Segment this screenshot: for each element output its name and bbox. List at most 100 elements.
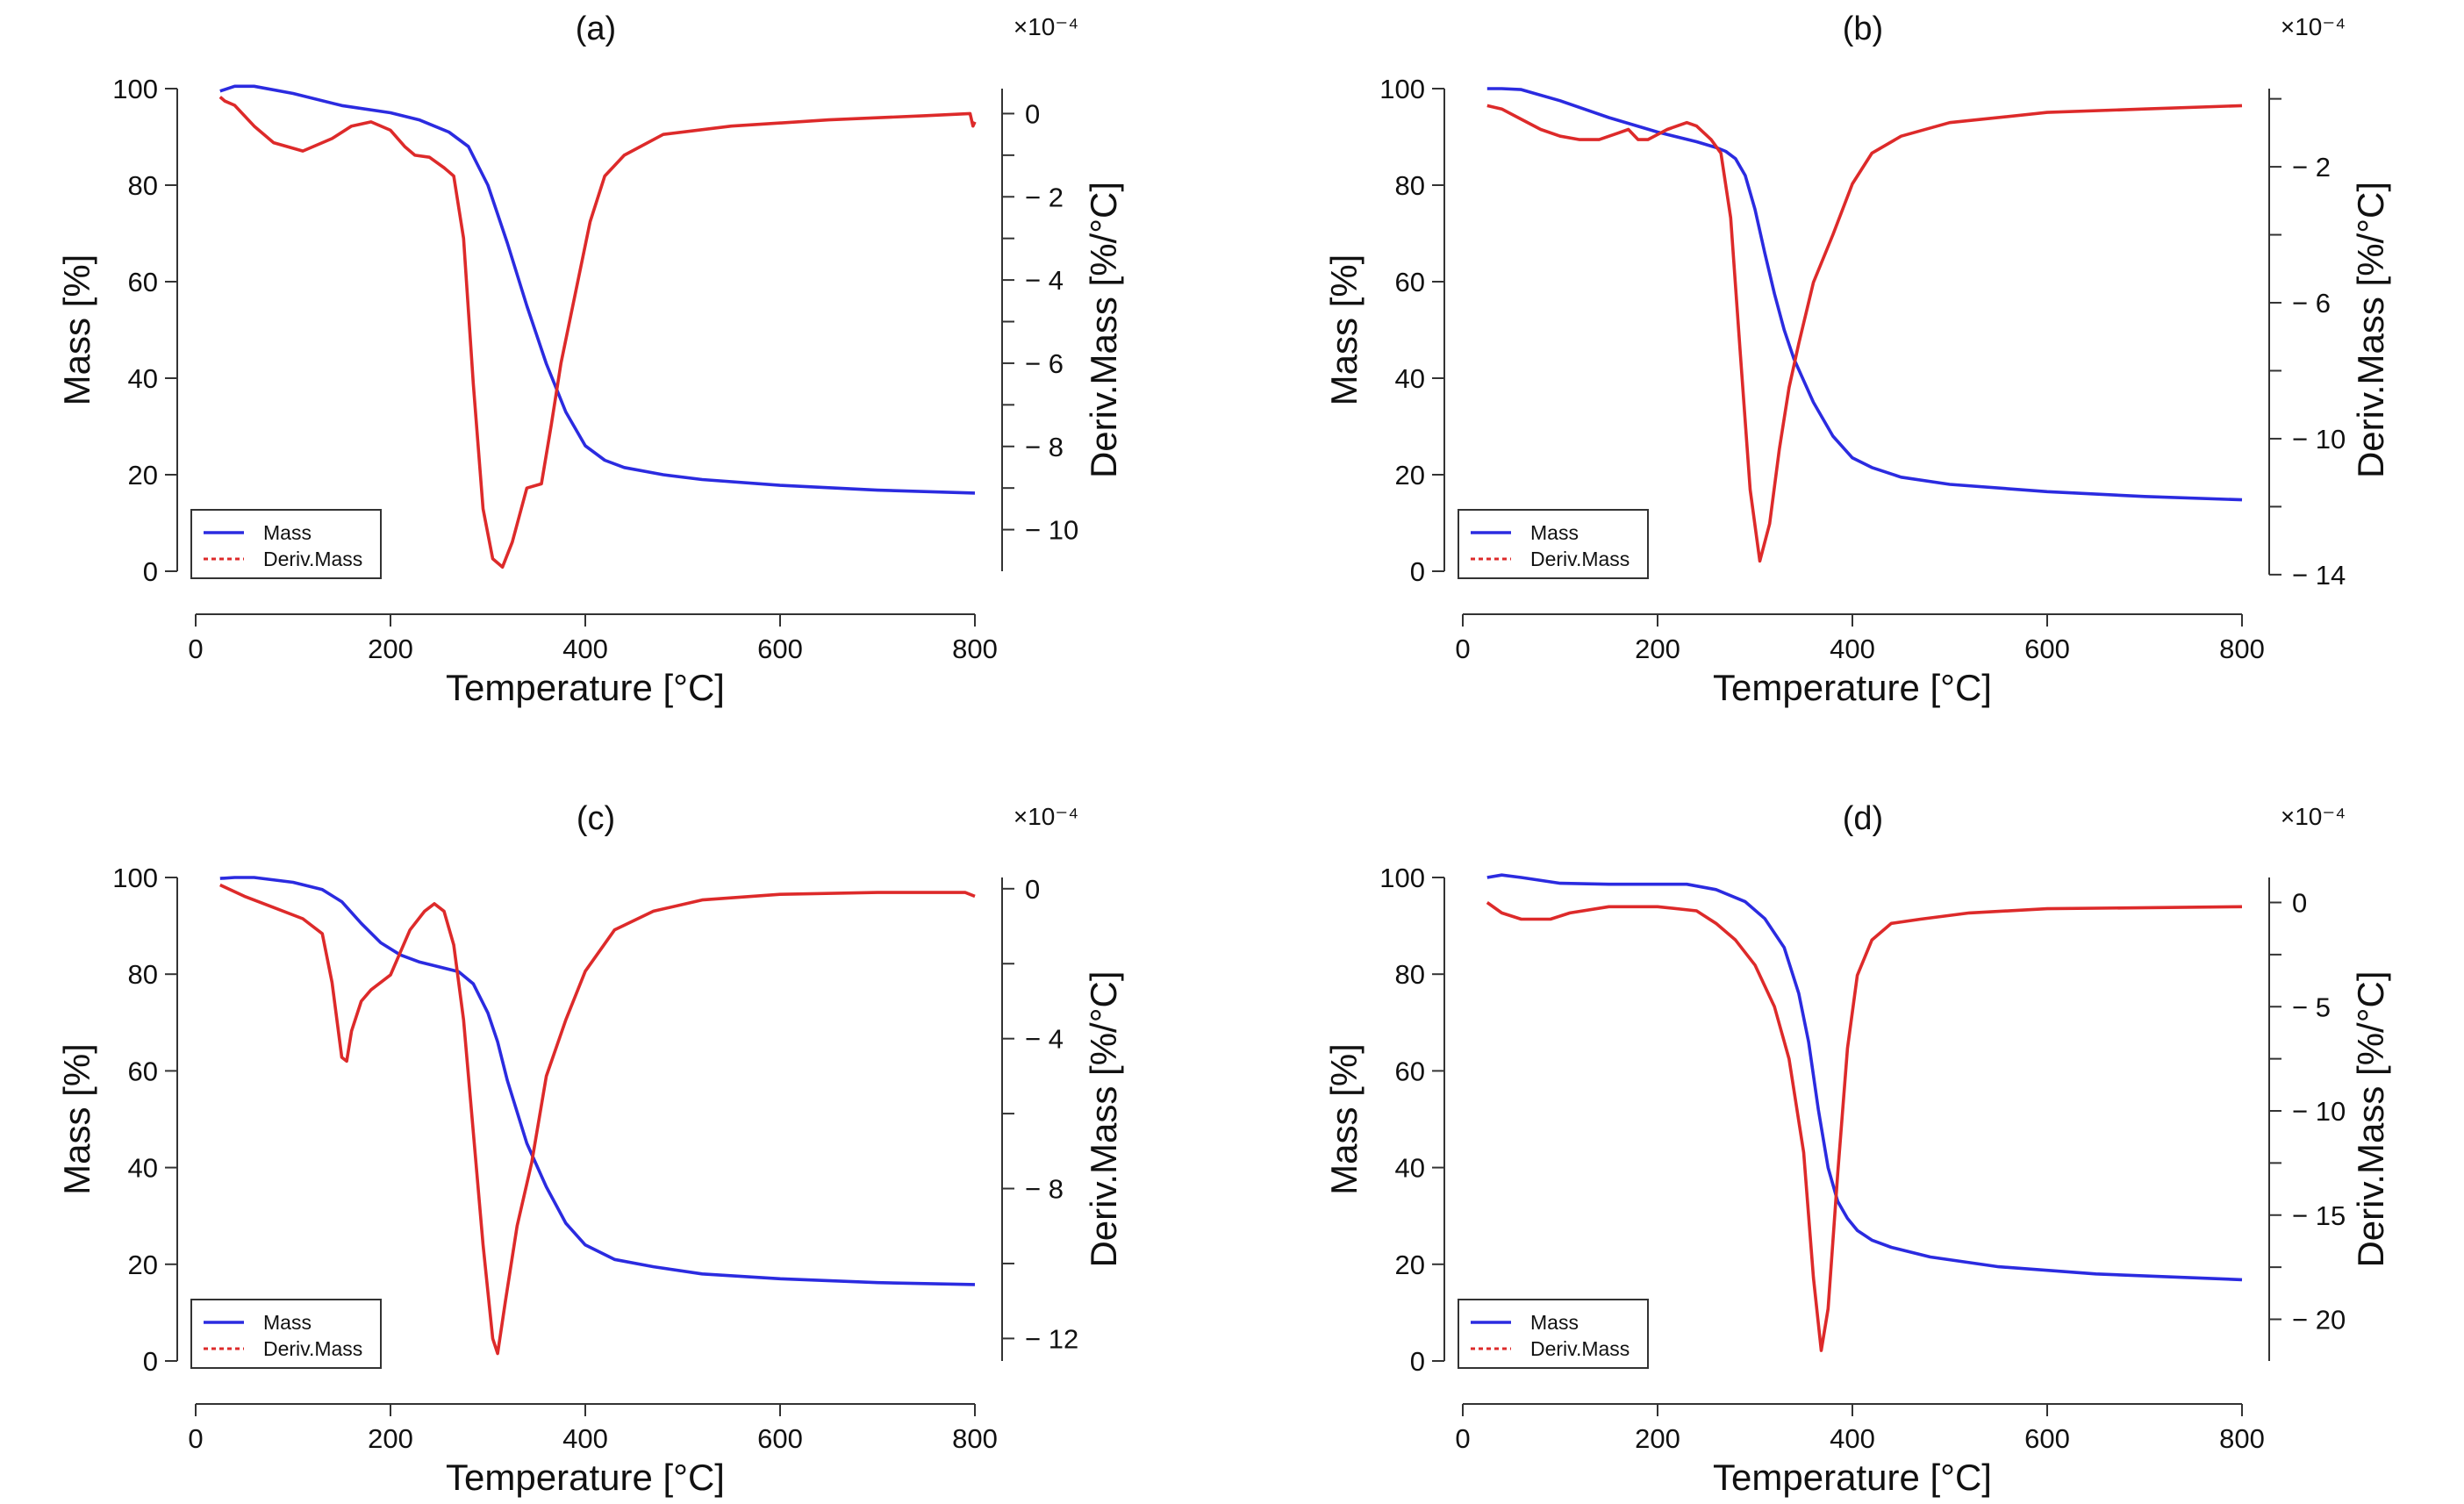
y-tick-label: 20 bbox=[1395, 1250, 1425, 1280]
chart-panel-b: (b) 0 20 40 60 80 100 0 200 400 600 800 − 2 − 6 − 10 − … bbox=[1323, 11, 2391, 708]
y2-multiplier-label: ×10⁻⁴ bbox=[1014, 13, 1078, 40]
deriv-mass-series-line bbox=[1486, 901, 2243, 1352]
mass-series-line bbox=[219, 84, 976, 495]
y-tick-label: 40 bbox=[128, 363, 158, 394]
mass-series-line bbox=[1486, 873, 2243, 1282]
y-tick-label: 80 bbox=[1395, 170, 1425, 201]
y-tick-label: 40 bbox=[1395, 1153, 1425, 1184]
y2-multiplier-label: ×10⁻⁴ bbox=[1014, 803, 1078, 830]
chart-panel-a: (a) 0 20 40 60 80 100 0 200 400 600 800 0 − 2 − 4 − 6 − … bbox=[56, 11, 1124, 708]
x-tick-label: 400 bbox=[562, 634, 608, 664]
chart-panel-c: (c) 0 20 40 60 80 100 0 200 400 600 800 0 − 4 − 8 − 12 ×… bbox=[56, 800, 1124, 1498]
y2-axis-title: Deriv.Mass [%/°C] bbox=[1083, 970, 1124, 1267]
legend-box bbox=[190, 509, 382, 579]
x-tick-label: 0 bbox=[188, 1423, 203, 1454]
y2-tick-label: − 14 bbox=[2292, 560, 2346, 591]
y2-tick-label: − 12 bbox=[1025, 1323, 1078, 1354]
x-tick-label: 600 bbox=[757, 634, 803, 664]
y2-tick-label: − 10 bbox=[1025, 515, 1078, 546]
y2-tick-label: − 2 bbox=[2292, 152, 2331, 183]
y2-tick-label: − 4 bbox=[1025, 265, 1064, 296]
legend: Mass Deriv.Mass bbox=[190, 509, 382, 579]
x-tick-label: 200 bbox=[1635, 1423, 1680, 1454]
x-tick-label: 800 bbox=[2219, 634, 2265, 664]
x-tick-label: 800 bbox=[2219, 1423, 2265, 1454]
mass-series-line bbox=[1486, 87, 2243, 502]
x-axis-title: Temperature [°C] bbox=[1713, 1457, 1992, 1498]
y2-tick-label: 0 bbox=[1025, 874, 1040, 905]
legend: Mass Deriv.Mass bbox=[1458, 1299, 1649, 1369]
y-axis-title: Mass [%] bbox=[1323, 1043, 1365, 1195]
y2-tick-label: − 5 bbox=[2292, 992, 2331, 1022]
y2-tick-label: − 20 bbox=[2292, 1305, 2346, 1336]
y-tick-label: 40 bbox=[1395, 363, 1425, 394]
y-tick-label: 40 bbox=[128, 1153, 158, 1184]
panel-title: (a) bbox=[576, 11, 616, 47]
y2-multiplier-label: ×10⁻⁴ bbox=[2281, 13, 2346, 40]
legend-deriv-label: Deriv.Mass bbox=[263, 1337, 362, 1360]
deriv-mass-series-line bbox=[218, 96, 977, 569]
x-axis-title: Temperature [°C] bbox=[1713, 667, 1992, 708]
y-tick-label: 60 bbox=[1395, 1056, 1425, 1086]
x-tick-label: 600 bbox=[757, 1423, 803, 1454]
deriv-mass-series-line bbox=[1486, 104, 2243, 563]
y2-tick-label: − 6 bbox=[2292, 288, 2331, 319]
y2-tick-label: 0 bbox=[2292, 888, 2307, 919]
y2-tick-label: − 6 bbox=[1025, 348, 1064, 379]
legend-box bbox=[190, 1299, 382, 1369]
y-axis-title: Mass [%] bbox=[56, 254, 97, 406]
y-axis-title: Mass [%] bbox=[56, 1043, 97, 1195]
y2-tick-label: − 8 bbox=[1025, 432, 1064, 462]
chart-panel-d: (d) 0 20 40 60 80 100 0 200 400 600 800 0 − 5 − 10 − 15… bbox=[1323, 800, 2391, 1498]
x-axis-title: Temperature [°C] bbox=[446, 667, 725, 708]
legend-mass-label: Mass bbox=[263, 521, 312, 544]
y2-tick-label: − 4 bbox=[1025, 1024, 1064, 1055]
x-tick-label: 400 bbox=[1830, 1423, 1875, 1454]
y-tick-label: 60 bbox=[1395, 267, 1425, 297]
legend-deriv-label: Deriv.Mass bbox=[1530, 548, 1630, 570]
x-tick-label: 800 bbox=[952, 1423, 998, 1454]
legend-box bbox=[1458, 509, 1649, 579]
legend-deriv-label: Deriv.Mass bbox=[1530, 1337, 1630, 1360]
y-tick-label: 80 bbox=[1395, 959, 1425, 990]
y-tick-label: 0 bbox=[1410, 1346, 1425, 1377]
y-tick-label: 100 bbox=[112, 74, 158, 104]
y2-axis-title: Deriv.Mass [%/°C] bbox=[2350, 182, 2391, 478]
x-tick-label: 800 bbox=[952, 634, 998, 664]
y2-multiplier-label: ×10⁻⁴ bbox=[2281, 803, 2346, 830]
y-tick-label: 60 bbox=[128, 1056, 158, 1086]
legend-deriv-label: Deriv.Mass bbox=[263, 548, 362, 570]
panel-title: (c) bbox=[577, 800, 615, 837]
legend-mass-label: Mass bbox=[1530, 1311, 1579, 1334]
y2-axis-title: Deriv.Mass [%/°C] bbox=[2350, 970, 2391, 1267]
legend-mass-label: Mass bbox=[263, 1311, 312, 1334]
x-tick-label: 200 bbox=[368, 634, 413, 664]
y2-axis-title: Deriv.Mass [%/°C] bbox=[1083, 182, 1124, 478]
panel-title: (b) bbox=[1843, 11, 1883, 47]
panel-title: (d) bbox=[1843, 800, 1883, 837]
y-tick-label: 20 bbox=[128, 460, 158, 491]
x-tick-label: 0 bbox=[188, 634, 203, 664]
legend-box bbox=[1458, 1299, 1649, 1369]
y-tick-label: 60 bbox=[128, 267, 158, 297]
y-tick-label: 100 bbox=[1379, 74, 1425, 104]
mass-series-line bbox=[219, 876, 976, 1286]
y-tick-label: 100 bbox=[112, 863, 158, 893]
x-tick-label: 200 bbox=[368, 1423, 413, 1454]
y2-tick-label: − 10 bbox=[2292, 1096, 2346, 1127]
y-axis-title: Mass [%] bbox=[1323, 254, 1365, 406]
x-tick-label: 400 bbox=[1830, 634, 1875, 664]
y-tick-label: 80 bbox=[128, 959, 158, 990]
x-tick-label: 600 bbox=[2024, 634, 2070, 664]
y2-tick-label: − 2 bbox=[1025, 182, 1064, 212]
y-tick-label: 100 bbox=[1379, 863, 1425, 893]
y-tick-label: 0 bbox=[1410, 556, 1425, 587]
x-tick-label: 0 bbox=[1455, 634, 1470, 664]
legend-mass-label: Mass bbox=[1530, 521, 1579, 544]
y-tick-label: 80 bbox=[128, 170, 158, 201]
deriv-mass-series-line bbox=[219, 883, 976, 1356]
y-tick-label: 20 bbox=[1395, 460, 1425, 491]
y-tick-label: 0 bbox=[143, 1346, 158, 1377]
